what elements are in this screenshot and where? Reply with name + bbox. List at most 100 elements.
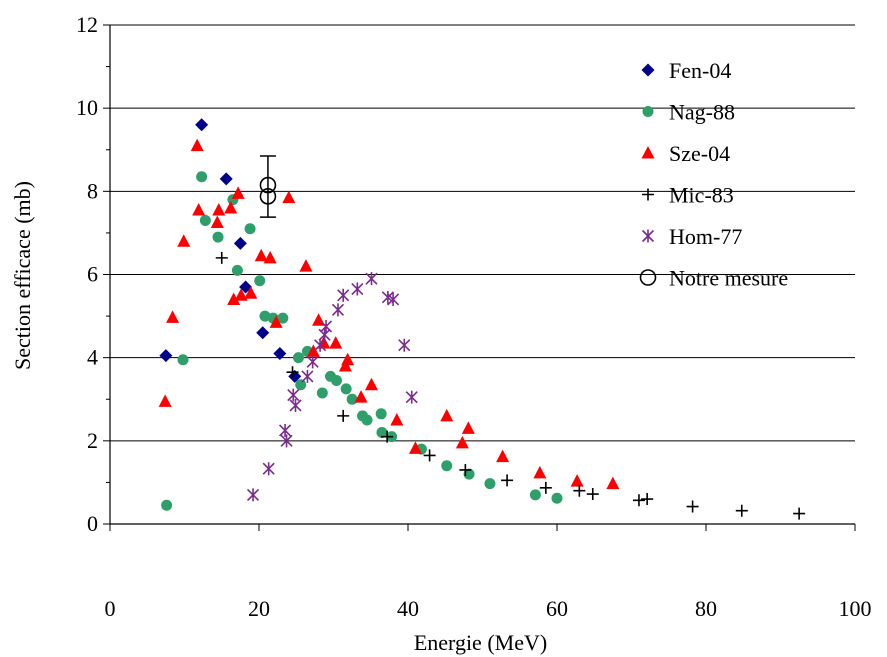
legend-marker-nag-88 — [642, 106, 654, 117]
point-sze-04 — [224, 200, 238, 214]
point-mic-83 — [215, 251, 228, 264]
point-mic-83 — [459, 463, 472, 476]
point-sze-04 — [227, 292, 241, 305]
point-hom-77 — [337, 288, 350, 302]
point-nag-88 — [484, 478, 496, 490]
y-tick-labels: 0 2 4 6 8 10 12 — [76, 12, 98, 536]
point-mic-83 — [686, 500, 699, 513]
point-sze-04 — [408, 441, 422, 454]
point-sze-04 — [263, 250, 277, 264]
legend-label-sze-04: Sze-04 — [669, 141, 730, 166]
y-tick-label: 6 — [87, 262, 98, 287]
point-nag-88 — [199, 214, 211, 226]
point-hom-77 — [318, 328, 331, 342]
point-hom-77 — [319, 319, 333, 333]
point-hom-77 — [306, 355, 319, 369]
point-sze-04 — [455, 435, 469, 449]
point-mic-83 — [573, 484, 586, 497]
point-sze-04 — [533, 465, 547, 479]
point-mic-83 — [735, 504, 748, 517]
point-hom-77 — [301, 369, 314, 383]
point-sze-04 — [254, 248, 268, 262]
point-nag-88 — [376, 427, 388, 439]
point-sze-04 — [306, 344, 320, 357]
point-hom-77 — [262, 462, 275, 476]
x-axis-title: Energie (MeV) — [414, 630, 547, 655]
point-hom-77 — [365, 272, 378, 286]
point-sze-04 — [231, 186, 245, 199]
point-sze-04 — [269, 315, 283, 328]
point-nag-88 — [196, 171, 208, 183]
point-sze-04 — [158, 394, 172, 407]
y-tick-label: 4 — [87, 345, 98, 370]
point-nag-88 — [295, 379, 307, 391]
x-tick-label: 0 — [105, 596, 116, 621]
point-mic-83 — [381, 430, 394, 443]
point-sze-04 — [341, 352, 355, 366]
point-nag-88 — [177, 354, 189, 366]
point-sze-04 — [496, 449, 510, 463]
point-fen-04 — [273, 347, 287, 361]
point-sze-04 — [440, 408, 454, 422]
point-hom-77 — [287, 388, 300, 402]
point-sze-04 — [210, 215, 224, 229]
point-nag-88 — [277, 312, 289, 324]
point-sze-04 — [212, 203, 226, 216]
point-nag-88 — [316, 387, 328, 399]
point-sze-04 — [299, 259, 313, 272]
legend: Fen-04 Nag-88 Sze-04 Mic-83 Hom-77 Notre mesu… — [639, 58, 788, 291]
point-hom-77 — [314, 338, 327, 352]
series-notre-mesure — [259, 155, 277, 218]
y-tick-label: 10 — [76, 95, 98, 120]
point-sze-04 — [192, 203, 206, 216]
x-tick-label: 40 — [397, 596, 419, 621]
series-mic-83 — [215, 251, 806, 520]
y-tick-label: 12 — [76, 12, 98, 37]
point-mic-83 — [632, 494, 645, 507]
point-sze-04 — [570, 474, 584, 487]
point-nag-88 — [254, 275, 266, 287]
point-mic-83 — [423, 449, 436, 462]
point-fen-04 — [219, 172, 233, 186]
point-nag-88 — [346, 393, 358, 405]
point-fen-04 — [233, 236, 247, 250]
point-mic-83 — [501, 474, 514, 487]
point-nag-88 — [463, 468, 475, 480]
point-nag-88 — [551, 492, 563, 504]
axes — [103, 24, 856, 531]
x-tick-labels: 0 20 40 60 80 100 — [105, 596, 872, 621]
point-sze-04 — [461, 421, 475, 434]
point-sze-04 — [606, 476, 620, 490]
legend-marker-sze-04 — [641, 146, 655, 159]
point-fen-04 — [195, 118, 209, 132]
legend-label-mic-83: Mic-83 — [669, 183, 734, 208]
series-fen-04 — [159, 118, 302, 383]
point-nag-88 — [212, 231, 224, 243]
point-sze-04 — [190, 138, 204, 152]
point-sze-04 — [244, 286, 258, 299]
point-hom-77 — [331, 303, 345, 317]
point-nag-88 — [161, 499, 173, 511]
point-hom-77 — [405, 390, 418, 404]
grid-lines — [110, 24, 855, 442]
point-sze-04 — [166, 310, 180, 323]
legend-marker-notre-mesure — [639, 269, 657, 286]
point-sze-04 — [177, 234, 191, 247]
point-sze-04 — [234, 288, 248, 301]
point-fen-04 — [159, 349, 173, 363]
point-sze-04 — [354, 390, 368, 403]
x-tick-label: 20 — [248, 596, 270, 621]
y-tick-label: 2 — [87, 428, 98, 453]
legend-marker-hom-77 — [641, 229, 655, 243]
point-hom-77 — [289, 398, 302, 412]
point-hom-77 — [398, 338, 411, 352]
series-hom-77 — [246, 272, 418, 502]
point-sze-04 — [329, 336, 343, 349]
point-sze-04 — [390, 413, 404, 426]
x-tick-label: 100 — [839, 596, 872, 621]
y-axis-title: Section efficace (mb) — [10, 181, 35, 370]
legend-label-nag-88: Nag-88 — [669, 100, 735, 125]
data-points — [158, 118, 806, 520]
x-tick-label: 80 — [695, 596, 717, 621]
